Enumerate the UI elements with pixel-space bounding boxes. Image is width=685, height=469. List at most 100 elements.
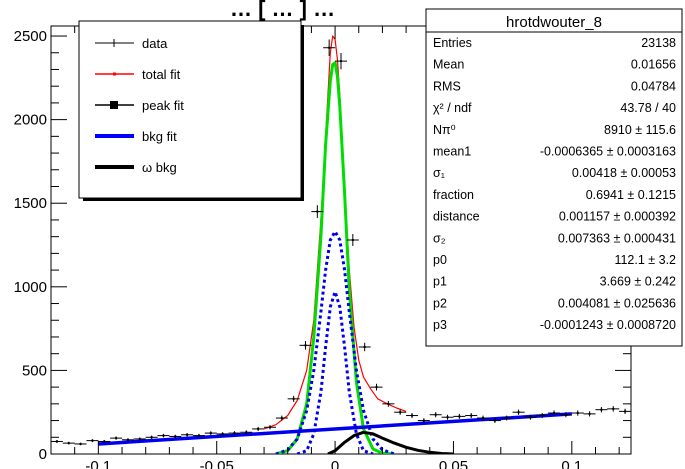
legend-shadow — [301, 25, 304, 201]
data-point — [192, 433, 205, 438]
data-point — [548, 410, 561, 416]
data-point-marker — [292, 397, 295, 400]
data-point-marker — [612, 407, 615, 410]
data-point — [169, 434, 182, 439]
data-point-marker — [505, 417, 508, 420]
stats-title: hrotdwouter_8 — [506, 14, 602, 31]
x-tick-label: 0.1 — [561, 458, 582, 469]
stats-row-name: Entries — [433, 36, 472, 50]
data-point — [406, 413, 419, 419]
data-point — [500, 415, 513, 421]
data-point — [335, 53, 347, 70]
series-1-line — [275, 61, 395, 454]
legend-entry: total fit — [95, 67, 181, 82]
data-point-marker — [541, 414, 544, 417]
data-point — [358, 342, 371, 352]
stats-row-name: p3 — [433, 318, 447, 332]
stats-row-name: p2 — [433, 296, 447, 310]
data-point — [275, 415, 288, 421]
data-point-marker — [67, 442, 70, 445]
data-point-marker — [221, 432, 224, 435]
stats-row-name: σ₁ — [433, 166, 445, 180]
data-points — [51, 39, 631, 446]
legend-shadow-bottom — [83, 198, 304, 201]
data-point — [287, 395, 300, 402]
data-point — [619, 408, 631, 415]
data-point-marker — [351, 239, 354, 241]
data-point — [252, 426, 265, 431]
stats-row-name: p0 — [433, 253, 447, 267]
data-point-marker — [493, 419, 496, 422]
data-point-marker — [399, 411, 402, 414]
data-point — [524, 414, 537, 420]
stats-row-value: 112.1 ± 3.2 — [614, 253, 676, 267]
data-point-marker — [600, 408, 603, 411]
stats-row-value: 0.04784 — [631, 79, 676, 93]
data-point — [311, 205, 324, 218]
data-point-marker — [529, 416, 532, 419]
data-point — [181, 432, 194, 437]
data-point — [323, 39, 336, 56]
data-point — [299, 341, 312, 350]
stats-row-value: -0.0001243 ± 0.0008720 — [540, 318, 676, 332]
legend-label: bkg fit — [142, 129, 177, 144]
data-point — [240, 430, 253, 435]
data-point-marker — [411, 414, 414, 417]
data-point-marker — [257, 427, 260, 430]
data-point — [488, 418, 501, 423]
y-tick-label: 1500 — [14, 195, 47, 212]
data-point — [133, 437, 146, 441]
x-tick-label: -0.05 — [200, 458, 234, 469]
data-point — [607, 406, 620, 412]
data-point-marker — [197, 434, 200, 437]
data-point-marker — [126, 438, 129, 441]
y-tick-label: 2000 — [14, 112, 47, 129]
data-point-marker — [150, 436, 153, 439]
y-tick-label: 0 — [39, 446, 47, 463]
data-point-marker — [209, 432, 212, 435]
data-point — [204, 431, 217, 435]
data-point — [417, 418, 430, 423]
data-point-marker — [340, 60, 342, 63]
stats-row-name: σ₂ — [433, 231, 446, 245]
data-point-marker — [422, 419, 425, 422]
legend-swatch-square — [110, 101, 118, 109]
legend-box — [78, 20, 302, 199]
data-point-marker — [103, 440, 106, 443]
stats-row-value: 0.007363 ± 0.000431 — [558, 231, 676, 245]
y-tick-label: 500 — [22, 362, 47, 379]
data-point — [346, 234, 359, 246]
data-point — [145, 435, 158, 439]
data-point-marker — [115, 437, 118, 440]
data-point-marker — [91, 439, 94, 442]
stats-row-value: 0.004081 ± 0.025636 — [558, 296, 676, 310]
data-point-marker — [434, 413, 437, 416]
legend-entry: bkg fit — [95, 129, 177, 144]
data-point — [74, 442, 87, 446]
data-point-marker — [482, 417, 485, 420]
fit-curves — [98, 35, 572, 454]
x-tick-label: -0.1 — [85, 458, 111, 469]
x-tick-label: 0 — [331, 458, 339, 469]
stats-row-value: 0.01656 — [631, 58, 676, 72]
stats-row-value: 0.6941 ± 0.1215 — [586, 188, 676, 202]
data-point-marker — [328, 46, 331, 49]
data-point-marker — [517, 411, 520, 414]
legend-entry: data — [95, 36, 168, 51]
data-point-marker — [387, 402, 390, 405]
data-point-marker — [576, 412, 579, 415]
data-point-marker — [280, 417, 283, 420]
legend: data total fit peak fit bkg fit ω bkg — [78, 20, 304, 201]
data-point-marker — [245, 431, 248, 434]
data-point — [512, 409, 525, 415]
data-point — [121, 438, 134, 442]
data-point-marker — [363, 346, 366, 348]
stats-row-name: χ² / ndf — [433, 101, 472, 115]
x-tick-label: 0.05 — [439, 458, 468, 469]
legend-label: ω bkg — [142, 160, 177, 175]
data-point-marker — [375, 386, 378, 389]
stats-row-name: Mean — [433, 58, 464, 72]
stats-row-name: p1 — [433, 275, 447, 289]
legend-entry: peak fit — [95, 98, 184, 113]
